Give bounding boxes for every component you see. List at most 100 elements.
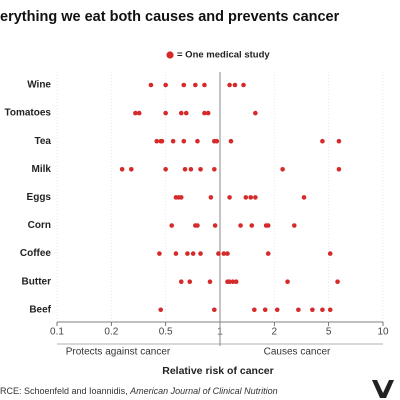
legend-marker [166,51,174,59]
study-dot [157,251,162,256]
study-dot [202,82,207,88]
study-dot [227,195,232,200]
study-dot [212,223,218,228]
study-dot [214,138,220,144]
category-label: Butter [22,276,52,287]
study-dot [253,195,258,200]
study-dot [228,138,234,144]
study-dot [185,251,190,256]
study-dot [225,251,230,256]
x-tick-label: 0.2 [104,327,118,338]
study-dot [252,307,257,313]
study-dot [212,167,217,172]
study-dot [336,167,342,172]
source: RCE: Schoenfeld and Ioannidis, American … [0,386,278,396]
study-dot [243,195,249,200]
study-dot [285,279,290,285]
study-dot [170,138,176,144]
study-dot [154,138,160,144]
study-dot [336,138,342,144]
study-dot [227,279,232,285]
category-label: Tomatoes [5,108,52,119]
study-dot [181,138,187,144]
study-dot [248,195,254,200]
study-dot [216,251,221,256]
study-dot [148,82,154,88]
category-label: Coffee [20,248,52,259]
study-dot [202,110,207,116]
study-dot [163,167,168,172]
source-text: RCE: Schoenfeld and Ioannidis, [0,386,130,396]
source-journal: American Journal of Clinical Nutrition [129,386,278,396]
study-dot [253,110,258,116]
study-dot [183,110,189,116]
study-dot [280,167,285,172]
study-dot [241,82,246,88]
logo [372,380,394,398]
study-dot [198,251,203,256]
category-label: Corn [28,220,51,231]
study-dot [335,279,340,285]
study-dot [163,82,168,88]
study-dot [249,223,255,228]
study-dot [232,82,238,88]
chart-title: erything we eat both causes and prevents… [0,9,340,25]
study-dot [207,279,213,285]
study-dot [181,82,187,88]
study-dot [320,138,325,144]
study-dot [291,223,297,228]
category-label: Beef [29,304,51,315]
category-label: Milk [32,164,52,175]
causes-label: Causes cancer [264,347,331,358]
study-dot [208,195,214,200]
study-dot [233,279,239,285]
study-dot [159,138,165,144]
study-dot [221,251,227,256]
x-axis-title: Relative risk of cancer [162,365,273,377]
study-dot [238,223,243,228]
study-dot [128,167,134,172]
study-dot [274,307,280,313]
study-dot [119,167,125,172]
x-tick-label: 0.5 [159,327,173,338]
category-label: Wine [27,80,51,91]
protects-label: Protects against cancer [66,347,171,358]
study-dot [320,307,325,313]
legend-label: = One medical study [177,50,270,61]
study-dot [195,223,200,228]
category-label: Tea [35,136,52,147]
study-dot [178,110,184,116]
study-dot [198,167,203,172]
category-label: Eggs [27,192,52,203]
study-dot [158,307,164,313]
study-dot [188,167,194,172]
study-dot [136,110,142,116]
study-dot [262,307,268,313]
study-dot [178,279,184,285]
study-dot [182,167,188,172]
study-dot [205,110,211,116]
study-dot [193,82,198,88]
study-dot [178,195,184,200]
study-dot [133,110,138,116]
study-dot [163,110,168,116]
study-dot [327,251,333,256]
study-dot [212,307,217,313]
x-tick-label: 5 [326,327,332,338]
study-dot [327,307,333,313]
x-tick-label: 0.1 [50,327,64,338]
study-dot [190,251,196,256]
study-dot [296,307,301,313]
study-dot [230,279,236,285]
x-tick-label: 2 [272,327,278,338]
study-dot [169,223,174,228]
study-dot [187,279,193,285]
study-dot [173,251,179,256]
study-dot [265,223,271,228]
study-dot [227,82,232,88]
x-tick-label: 10 [377,327,389,338]
study-dot [301,195,307,200]
study-dot [310,307,315,313]
study-dot [265,251,271,256]
